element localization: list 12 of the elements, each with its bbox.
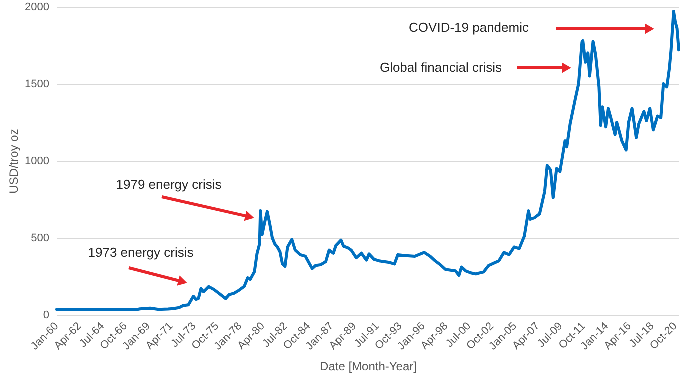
annotation: 1973 energy crisis <box>88 245 194 260</box>
annotation: Global financial crisis <box>380 60 503 75</box>
annotation: 1979 energy crisis <box>116 177 222 192</box>
y-tick-label: 2000 <box>25 2 50 14</box>
y-axis-title: USD/troy oz <box>7 129 22 194</box>
x-axis-title: Date [Month-Year] <box>320 360 417 374</box>
annotation: COVID-19 pandemic <box>409 20 530 35</box>
y-tick-label: 1500 <box>25 78 50 90</box>
y-tick-label: 1000 <box>25 156 50 168</box>
line-series <box>56 10 680 312</box>
y-tick-label: 500 <box>31 232 50 244</box>
y-tick-label: 0 <box>43 310 50 322</box>
